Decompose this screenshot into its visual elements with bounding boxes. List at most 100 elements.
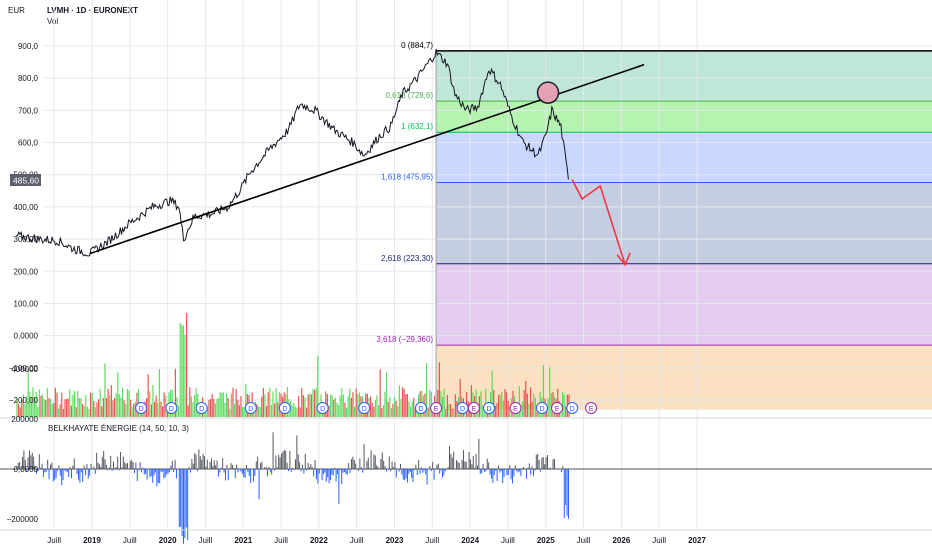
event-marker[interactable] bbox=[195, 402, 208, 414]
oscillator-bar bbox=[255, 461, 257, 469]
volume-bar bbox=[45, 399, 47, 417]
event-marker[interactable] bbox=[509, 402, 522, 414]
event-marker[interactable] bbox=[483, 402, 496, 414]
event-marker[interactable] bbox=[566, 402, 579, 414]
oscillator-bar bbox=[222, 458, 224, 469]
event-marker[interactable] bbox=[430, 402, 443, 414]
volume-bar bbox=[371, 402, 373, 417]
event-marker[interactable] bbox=[467, 402, 480, 414]
oscillator-bar bbox=[19, 462, 21, 469]
volume-bar bbox=[304, 397, 306, 417]
volume-bar bbox=[393, 397, 396, 417]
volume-bar bbox=[425, 363, 428, 417]
oscillator-bar bbox=[471, 464, 473, 469]
volume-bar bbox=[317, 355, 319, 417]
oscillator-bar bbox=[27, 457, 29, 469]
volume-bar bbox=[160, 401, 162, 417]
oscillator-bar bbox=[364, 469, 366, 470]
volume-bar bbox=[177, 405, 180, 417]
oscillator-bar bbox=[124, 462, 126, 469]
oscillator-bar bbox=[371, 469, 373, 470]
oscillator-bar bbox=[482, 463, 484, 469]
volume-bar bbox=[49, 399, 52, 417]
volume-bar bbox=[193, 395, 196, 417]
oscillator-bar bbox=[150, 469, 152, 477]
event-marker[interactable] bbox=[585, 402, 598, 414]
oscillator-bar bbox=[527, 467, 529, 469]
volume-bar bbox=[349, 388, 351, 417]
oscillator-bar bbox=[126, 463, 128, 469]
volume-bar bbox=[333, 399, 335, 417]
event-marker[interactable] bbox=[165, 402, 178, 414]
volume-bar bbox=[181, 324, 183, 417]
volume-bar bbox=[390, 407, 392, 417]
volume-bar bbox=[77, 390, 79, 417]
oscillator-bar bbox=[497, 465, 499, 469]
volume-bar bbox=[525, 380, 527, 417]
oscillator-bar bbox=[486, 458, 488, 469]
oscillator-bar bbox=[209, 461, 211, 469]
volume-bar bbox=[80, 398, 82, 417]
oscillator-bar bbox=[458, 463, 460, 469]
oscillator-bar bbox=[114, 467, 116, 469]
oscillator-bar bbox=[496, 469, 498, 481]
volume-bar bbox=[485, 388, 487, 417]
oscillator-bar bbox=[451, 457, 453, 469]
oscillator-bar bbox=[289, 451, 291, 469]
event-marker[interactable] bbox=[535, 402, 548, 414]
oscillator-bar bbox=[149, 469, 151, 478]
event-marker-label: E bbox=[589, 406, 594, 413]
oscillator-bar bbox=[352, 456, 354, 469]
event-marker[interactable] bbox=[244, 402, 257, 414]
volume-bar bbox=[24, 403, 26, 417]
volume-bar bbox=[494, 405, 496, 417]
oscillator-bar bbox=[478, 438, 480, 469]
volume-bar bbox=[491, 370, 493, 417]
oscillator-bar bbox=[196, 469, 198, 472]
price-badge-bg bbox=[10, 174, 41, 186]
oscillator-bar bbox=[278, 454, 280, 469]
volume-bar bbox=[110, 385, 112, 417]
volume-bar bbox=[112, 400, 114, 417]
volume-bar bbox=[445, 408, 447, 417]
price-tick-label: −200,00 bbox=[9, 396, 39, 405]
oscillator-bar bbox=[437, 463, 439, 469]
volume-bar bbox=[275, 388, 277, 417]
volume-bar bbox=[441, 397, 444, 417]
event-marker[interactable] bbox=[135, 402, 148, 414]
oscillator-bar bbox=[93, 466, 95, 469]
oscillator-bar bbox=[163, 469, 165, 479]
volume-bar bbox=[121, 387, 124, 417]
volume-bar bbox=[225, 393, 228, 417]
oscillator-bar bbox=[524, 468, 526, 469]
oscillator-bar bbox=[384, 466, 386, 469]
oscillator-bar bbox=[457, 461, 459, 469]
volume-bar bbox=[117, 372, 119, 417]
event-marker[interactable] bbox=[414, 402, 427, 414]
oscillator-bar bbox=[360, 467, 362, 469]
event-marker[interactable] bbox=[551, 402, 564, 414]
breakdown-circle[interactable] bbox=[536, 81, 560, 104]
volume-bar bbox=[392, 403, 394, 417]
oscillator-bar bbox=[234, 469, 236, 479]
fib-level-label: 2,618 (223,30) bbox=[381, 254, 433, 263]
oscillator-bar bbox=[300, 469, 302, 472]
oscillator-bar bbox=[45, 469, 47, 472]
volume-bar bbox=[427, 407, 429, 417]
event-marker[interactable] bbox=[358, 402, 371, 414]
volume-bar bbox=[561, 391, 564, 417]
oscillator-bar bbox=[355, 463, 357, 469]
volume-bar bbox=[73, 390, 76, 417]
oscillator-bar bbox=[294, 459, 296, 469]
oscillator-bar bbox=[341, 469, 343, 485]
event-marker[interactable] bbox=[278, 402, 291, 414]
oscillator-bar bbox=[223, 469, 225, 473]
oscillator-bar bbox=[276, 467, 278, 469]
projection-path[interactable] bbox=[571, 179, 626, 266]
event-marker[interactable] bbox=[316, 402, 329, 414]
oscillator-bar bbox=[236, 464, 238, 469]
volume-bar bbox=[481, 405, 484, 417]
oscillator-bar bbox=[33, 456, 35, 469]
oscillator-bar bbox=[167, 469, 169, 474]
